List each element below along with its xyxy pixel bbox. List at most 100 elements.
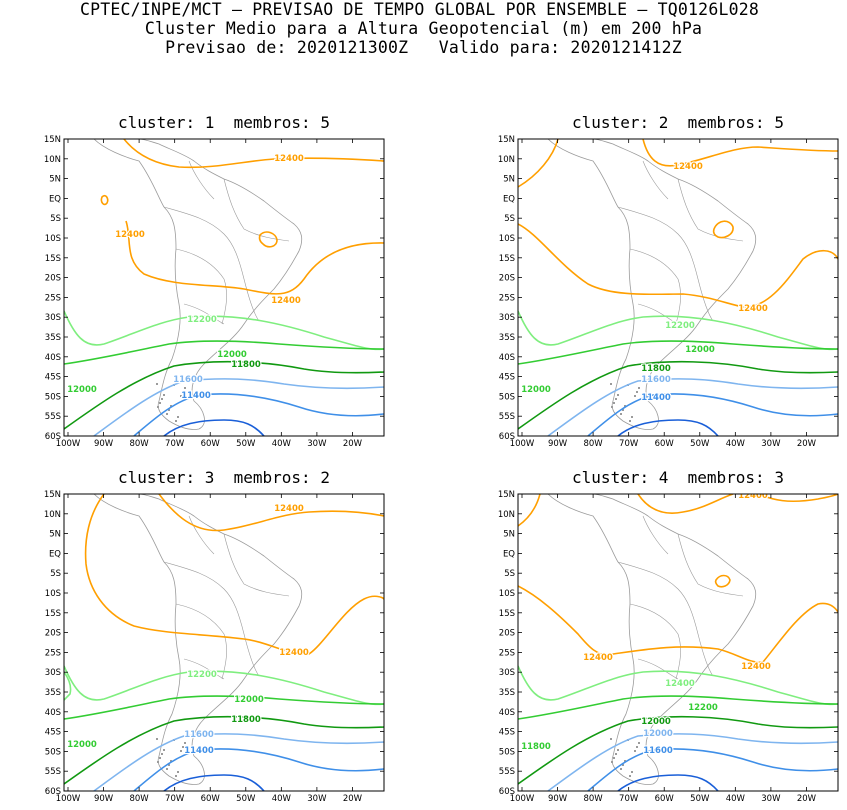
island-mark — [182, 746, 184, 748]
island-mark — [629, 775, 631, 777]
lat-tick-label: 10N — [44, 155, 61, 165]
island-mark — [161, 398, 163, 400]
island-mark — [168, 409, 170, 411]
coastline — [547, 139, 757, 430]
contour-line — [64, 360, 384, 430]
lat-tick-label: 35S — [45, 688, 61, 698]
contour-label: 12200 — [187, 315, 217, 325]
contour-label: 12000 — [67, 385, 97, 395]
island-mark — [156, 738, 158, 740]
lon-tick-label: 40W — [726, 794, 746, 804]
island-mark — [611, 406, 613, 408]
contour-line — [93, 733, 384, 791]
contour-line — [518, 340, 838, 365]
lat-tick-label: 5N — [503, 175, 515, 185]
island-mark — [163, 749, 165, 751]
lat-tick-label: 10S — [45, 234, 61, 244]
country-border — [183, 658, 225, 680]
island-mark — [180, 750, 182, 752]
lat-tick-label: 10N — [498, 155, 515, 165]
lon-tick-label: 30W — [307, 439, 327, 449]
lat-tick-label: 25S — [45, 293, 61, 303]
lat-tick-label: 40S — [499, 353, 515, 363]
lon-tick-label: 50W — [690, 794, 710, 804]
contour-line — [587, 748, 838, 791]
lat-tick-label: EQ — [49, 549, 61, 559]
lat-tick-label: 30S — [45, 313, 61, 323]
lat-tick-label: 45S — [499, 373, 515, 383]
island-mark — [175, 420, 177, 422]
contour-line — [518, 715, 838, 785]
lat-tick-label: 30S — [45, 668, 61, 678]
lat-tick-label: 50S — [45, 747, 61, 757]
island-mark — [636, 746, 638, 748]
lon-tick-label: 20W — [343, 439, 363, 449]
contour-line — [163, 774, 265, 791]
island-mark — [177, 416, 179, 418]
lat-tick-label: 5S — [504, 569, 515, 579]
lon-tick-label: 100W — [510, 794, 535, 804]
contour-label: 11600 — [173, 375, 203, 385]
lat-tick-label: 60S — [45, 432, 61, 442]
contour-line — [547, 733, 838, 791]
lon-tick-label: 70W — [619, 439, 639, 449]
lon-tick-label: 20W — [343, 794, 363, 804]
lat-tick-label: 60S — [45, 787, 61, 797]
lat-tick-label: 25S — [499, 648, 515, 658]
island-mark — [613, 757, 615, 759]
country-border — [677, 178, 744, 242]
contour-line — [125, 220, 384, 295]
panel-title-cluster-1: cluster: 1 membros: 5 — [118, 113, 330, 132]
contour-line — [642, 139, 838, 167]
contour-line — [93, 378, 384, 436]
contour-label: 12400 — [279, 648, 309, 658]
lon-tick-label: 90W — [94, 794, 114, 804]
contour-label: 12400 — [738, 304, 768, 314]
contour-line — [158, 494, 384, 532]
contour-label: 12200 — [665, 321, 695, 331]
contour-line — [637, 494, 734, 514]
country-border — [637, 658, 679, 680]
lon-tick-label: 90W — [548, 439, 568, 449]
map-frame — [517, 493, 839, 792]
island-mark — [636, 391, 638, 393]
lat-tick-label: 15S — [499, 254, 515, 264]
lat-tick-label: 5S — [504, 214, 515, 224]
contour-line — [100, 194, 109, 206]
lon-tick-label: 30W — [307, 794, 327, 804]
country-border — [697, 633, 714, 677]
country-border — [637, 303, 679, 325]
contour-label: 12400 — [665, 679, 695, 689]
lon-tick-label: 80W — [129, 794, 149, 804]
country-border — [617, 561, 699, 635]
island-mark — [166, 768, 168, 770]
lat-tick-label: 5S — [50, 569, 61, 579]
contour-line — [518, 360, 838, 430]
island-mark — [157, 761, 159, 763]
contour-label: 11800 — [231, 715, 261, 725]
forecast-dates: Previsao de: 2020121300Z Valido para: 20… — [165, 38, 682, 57]
island-mark — [168, 764, 170, 766]
island-mark — [638, 742, 640, 744]
contour-line — [518, 665, 838, 706]
lat-tick-label: 15S — [45, 254, 61, 264]
lon-tick-label: 70W — [619, 794, 639, 804]
lon-tick-label: 100W — [510, 439, 535, 449]
contour-line — [757, 494, 838, 502]
island-mark — [624, 405, 626, 407]
lat-tick-label: 15S — [499, 609, 515, 619]
lon-tick-label: 80W — [129, 439, 149, 449]
contour-line — [617, 774, 719, 791]
contour-label: 11400 — [641, 393, 671, 403]
lat-tick-label: 40S — [45, 353, 61, 363]
contour-label: 12400 — [741, 662, 771, 672]
country-border — [677, 533, 744, 597]
contour-line — [518, 585, 838, 664]
contour-label: 12000 — [521, 385, 551, 395]
lon-tick-label: 90W — [548, 794, 568, 804]
country-border — [629, 603, 681, 680]
contour-label: 11400 — [181, 391, 211, 401]
country-border — [175, 603, 227, 680]
contour-label: 12200 — [187, 670, 217, 680]
island-mark — [615, 398, 617, 400]
